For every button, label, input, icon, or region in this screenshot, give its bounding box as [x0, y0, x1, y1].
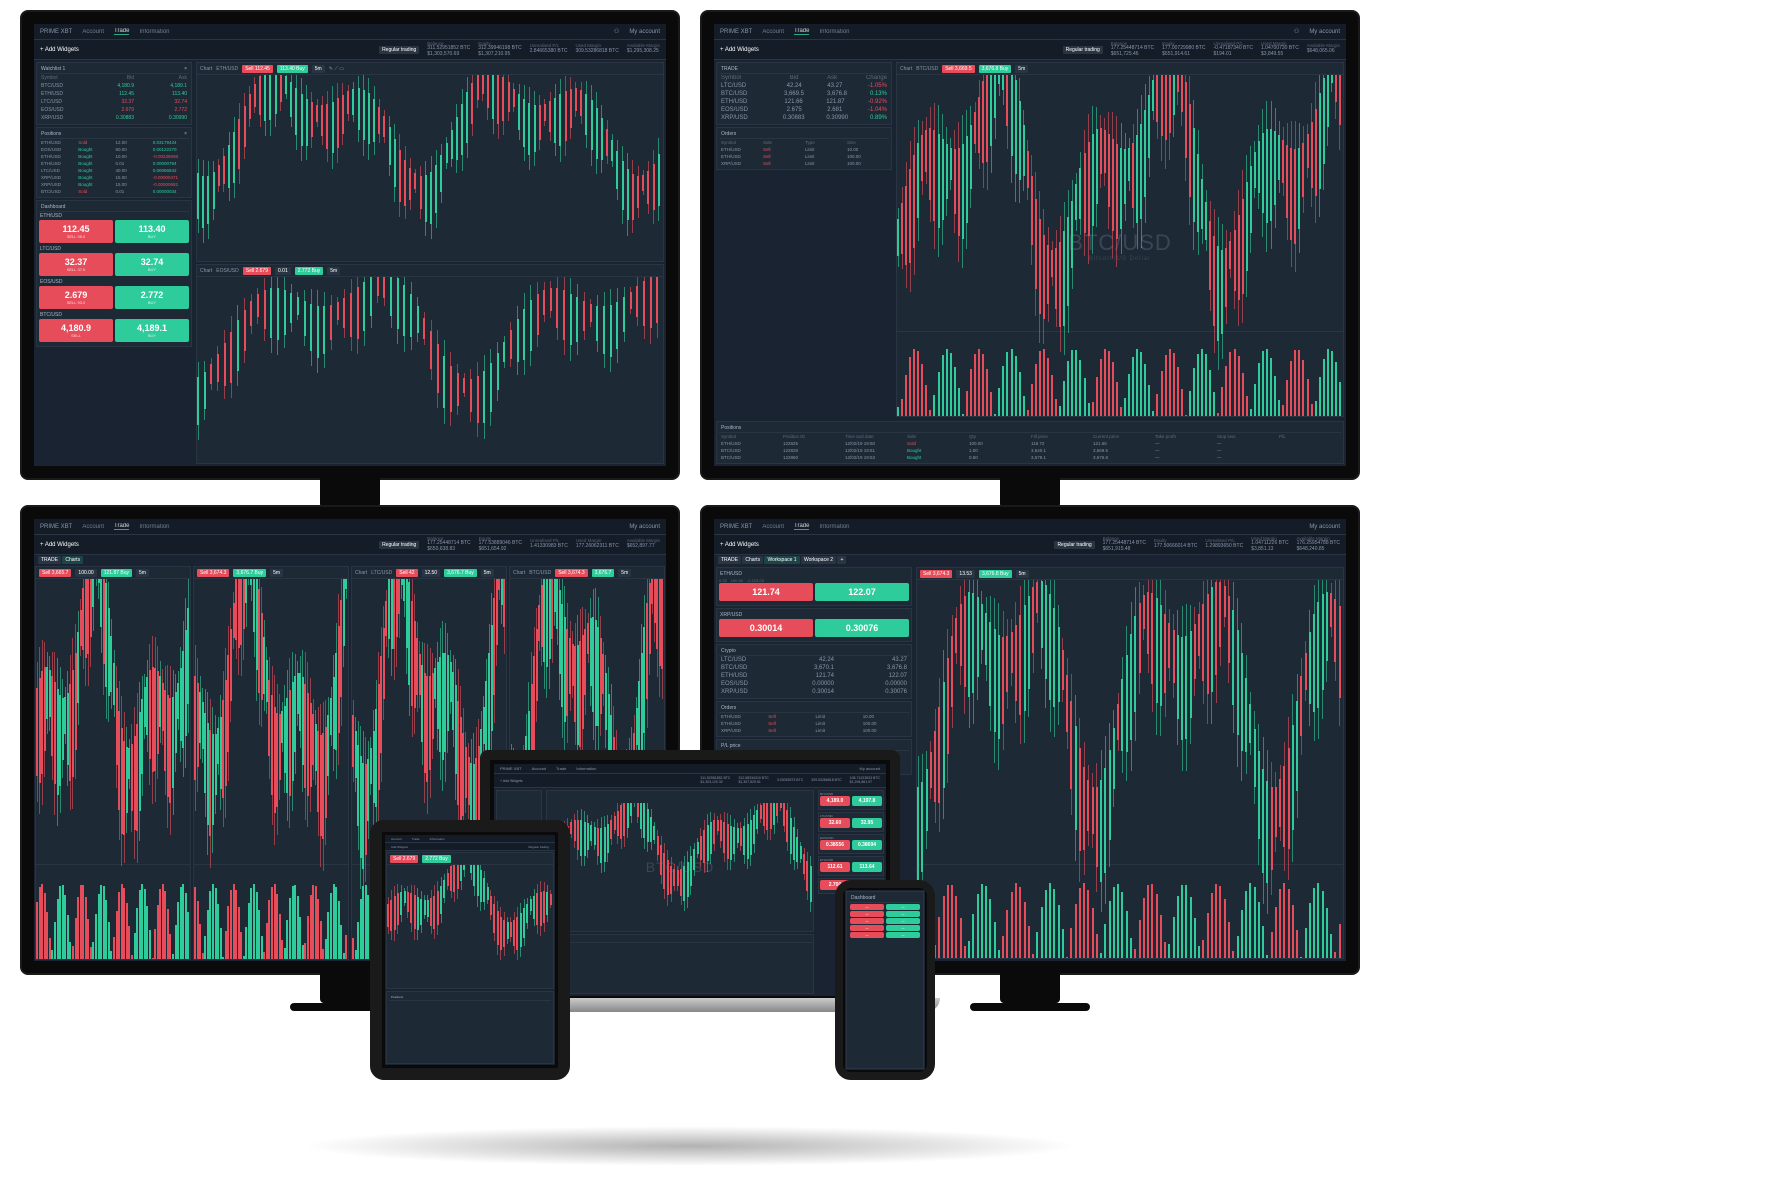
buy-button[interactable]: 2.772BUY [115, 286, 189, 309]
trade-row[interactable]: ETH/USD121.66121.87-0.92% [719, 98, 889, 106]
position-row[interactable]: LTC/USDBought40.000.00066842 [39, 167, 189, 174]
order-row[interactable]: XRP/USDSellLimit100.00 [719, 160, 889, 167]
crypto-row[interactable]: XRP/USD0.300140.30076 [719, 688, 909, 696]
chart-panel-2: Chart EOS/USD Sell 2.679 0.01 2.772 Buy … [196, 264, 664, 464]
position-row[interactable]: BTC/USD12286012/02/19 19:53Bought0.503,6… [719, 454, 1341, 461]
sell-button[interactable]: 121.74 [719, 583, 813, 601]
close-icon[interactable]: × [184, 131, 187, 137]
position-row[interactable]: ETH/USDBought10.00-0.00238598 [39, 153, 189, 160]
trade-row[interactable]: LTC/USD42.2443.27-1.05% [719, 82, 889, 90]
workspace-tab[interactable]: + [837, 556, 846, 564]
trade-row[interactable]: EOS/USD2.6752.681-1.04% [719, 106, 889, 114]
screen-2: PRIME XBT Account Trade Information ⚇ My… [714, 24, 1346, 466]
buy-button[interactable]: 0.30076 [815, 619, 909, 637]
watchlist-row[interactable]: BTC/USD4,180.94,189.1 [39, 82, 189, 90]
buy-button[interactable]: 113.40BUY [115, 220, 189, 243]
nav-trade[interactable]: Trade [114, 28, 129, 35]
crypto-row[interactable]: BTC/USD3,670.13,676.8 [719, 664, 909, 672]
nav-myaccount[interactable]: My account [629, 29, 660, 35]
sell-button[interactable]: 0.30014 [719, 619, 813, 637]
position-row[interactable]: ETH/USDSold12.000.03179434 [39, 139, 189, 146]
chart-tl: Sell 3,665.7100.00121.87 Buy5m [35, 566, 191, 960]
order-row[interactable]: ETH/USDSellLimit100.00 [719, 153, 889, 160]
monitor-2: PRIME XBT Account Trade Information ⚇ My… [700, 10, 1360, 480]
sell-button[interactable]: 4,180.9SELL [39, 319, 113, 342]
orders-panel: Orders ETH/USDSellLimit10.00ETH/USDSellL… [716, 701, 912, 737]
sell-button[interactable]: 2.679SELL 93.0 [39, 286, 113, 309]
watchlist-row[interactable]: XRP/USD0.308830.30990 [39, 114, 189, 122]
add-widgets-button[interactable]: + Add Widgets [40, 47, 79, 53]
phone: Dashboard —————————— [835, 880, 935, 1080]
sell-button[interactable]: 32.37SELL 37.0 [39, 253, 113, 276]
crypto-panel: Crypto LTC/USD42.2443.27BTC/USD3,670.13,… [716, 644, 912, 699]
buy-button[interactable]: 4,189.1BUY [115, 319, 189, 342]
buy-badge[interactable]: 2.772 Buy [295, 267, 324, 275]
trade-panel: TRADE SymbolBidAskChange LTC/USD42.2443.… [716, 62, 892, 125]
workspace-tab[interactable]: Charts [742, 556, 763, 564]
position-row[interactable]: EOS/USDBought50.000.00122270 [39, 146, 189, 153]
watchlist-row[interactable]: ETH/USD112.45113.40 [39, 90, 189, 98]
watchlist-panel: Watchlist 1× SymbolBidAsk BTC/USD4,180.9… [36, 62, 192, 125]
orders-panel: Orders SymbolSideTypeSize ETH/USDSellLim… [716, 127, 892, 170]
timeframe-selector[interactable]: 5m [312, 65, 325, 73]
buy-badge[interactable]: 113.40 Buy [277, 65, 308, 73]
positions-panel: Positions× ETH/USDSold12.000.03179434EOS… [36, 127, 192, 198]
workspace-tab[interactable]: Workspace 1 [764, 556, 799, 564]
user-icon[interactable]: ⚇ [614, 28, 619, 35]
position-row[interactable]: ETH/USDBought0.010.00000794 [39, 160, 189, 167]
chart-panel-1: Chart ETH/USD Sell 112.45 113.40 Buy 5m … [196, 62, 664, 262]
nav-information[interactable]: Information [139, 29, 169, 35]
tablet: Account Trade Information Add WidgetsReg… [370, 820, 570, 1080]
trade-row[interactable]: XRP/USD0.308830.309900.89% [719, 114, 889, 122]
regular-trading-badge[interactable]: Regular trading [379, 46, 419, 54]
positions-bottom-panel: Positions SymbolPosition IDTime and date… [716, 421, 1344, 464]
brand-logo: PRIME XBT [40, 29, 72, 35]
trade-row[interactable]: BTC/USD3,669.53,676.80.13% [719, 90, 889, 98]
crypto-row[interactable]: EOS/USD0.000000.00000 [719, 680, 909, 688]
screen-1: PRIME XBT Account Trade Information ⚇ My… [34, 24, 666, 466]
chart-panel-main: Chart BTC/USD Sell 3,669.5 3,676.8 Buy 5… [896, 62, 1344, 417]
dashboard-panel: Dashboard ETH/USD112.45SELL 95.0113.40BU… [36, 200, 192, 347]
sell-badge[interactable]: Sell 2.679 [243, 267, 271, 275]
position-row[interactable]: XRP/USDBought15.00-0.00000682 [39, 181, 189, 188]
chart-tr: Sell 3,674.33,676.7 Buy5m [193, 566, 349, 960]
order-row[interactable]: ETH/USDSellLimit10.00 [719, 713, 909, 720]
buy-button[interactable]: 122.07 [815, 583, 909, 601]
close-icon[interactable]: × [184, 66, 187, 72]
chart-tools-icon[interactable]: ✎ ⟋ ▭ [329, 66, 344, 72]
position-row[interactable]: BTC/USD12282812/02/19 19:51Bought1.003,6… [719, 447, 1341, 454]
order-row[interactable]: ETH/USDSellLimit100.00 [719, 720, 909, 727]
sell-badge[interactable]: Sell 112.45 [242, 65, 273, 73]
order-row[interactable]: ETH/USDSellLimit10.00 [719, 146, 889, 153]
timeframe-selector[interactable]: 5m [327, 267, 340, 275]
monitor-1: PRIME XBT Account Trade Information ⚇ My… [20, 10, 680, 480]
summary-bar: + Add Widgets Regular trading Balance311… [34, 40, 666, 60]
workspace-tab[interactable]: Workspace 2 [801, 556, 836, 564]
nav-account[interactable]: Account [82, 29, 104, 35]
order-row[interactable]: XRP/USDSellLimit100.00 [719, 727, 909, 734]
topbar: PRIME XBT Account Trade Information ⚇ My… [34, 24, 666, 40]
crypto-row[interactable]: ETH/USD121.74122.07 [719, 672, 909, 680]
position-row[interactable]: BTC/USDSold0.010.00000034 [39, 188, 189, 195]
buy-button[interactable]: 32.74BUY [115, 253, 189, 276]
watchlist-table: SymbolBidAsk BTC/USD4,180.94,189.1ETH/US… [39, 74, 189, 122]
watchlist-row[interactable]: EOS/USD2.6792.772 [39, 106, 189, 114]
crypto-row[interactable]: LTC/USD42.2443.27 [719, 656, 909, 664]
position-row[interactable]: ETH/USD12282512/02/19 19:50Sold100.00118… [719, 440, 1341, 447]
workspace-tab[interactable]: TRADE [718, 556, 741, 564]
watchlist-row[interactable]: LTC/USD32.3732.74 [39, 98, 189, 106]
position-row[interactable]: XRP/USDBought15.00-0.00000471 [39, 174, 189, 181]
chart-main: Sell 3,674.313.533,676.8 Buy5m [916, 567, 1344, 959]
sell-button[interactable]: 112.45SELL 95.0 [39, 220, 113, 243]
